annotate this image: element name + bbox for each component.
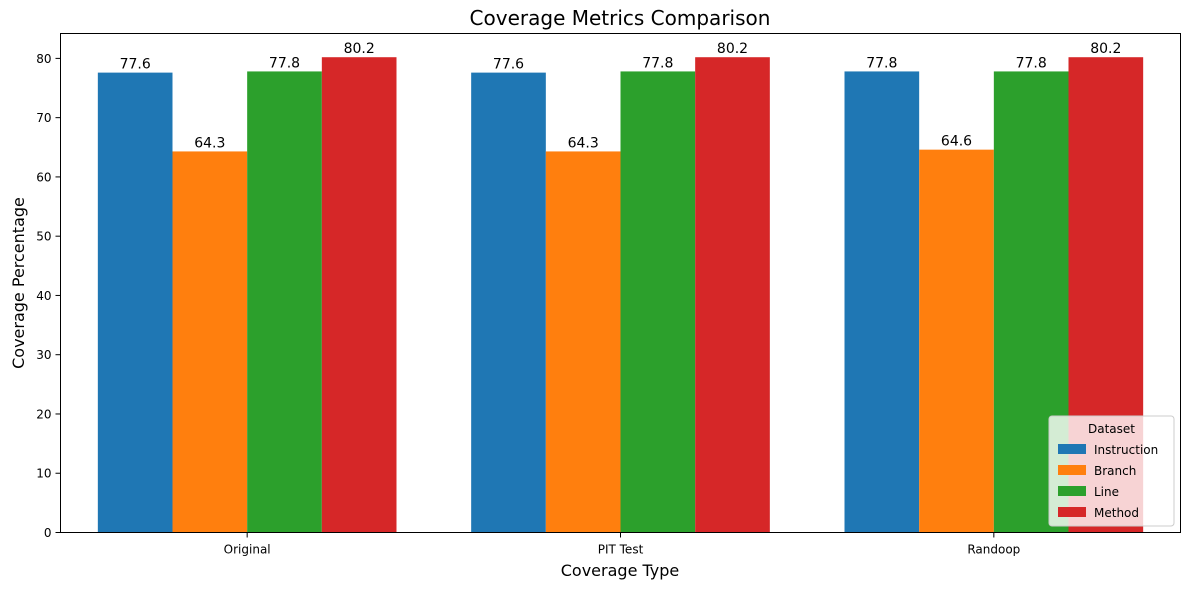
bar-value-label-instruction-original: 77.6	[120, 57, 151, 73]
y-tick-label: 0	[44, 526, 52, 540]
x-tick-label: Original	[224, 543, 271, 557]
y-tick-label: 30	[36, 348, 51, 362]
legend-swatch-branch	[1058, 465, 1086, 475]
bar-value-label-branch-pit-test: 64.3	[568, 135, 599, 151]
bar-value-label-line-randoop: 77.8	[1016, 55, 1047, 71]
bar-instruction-pit-test	[471, 72, 546, 533]
bar-branch-randoop	[919, 149, 994, 533]
legend-title: Dataset	[1088, 422, 1135, 436]
bar-value-label-branch-randoop: 64.6	[941, 134, 972, 150]
y-axis: 0 10 20 30 40 50 60 70 80	[36, 52, 61, 540]
x-axis: Original PIT Test Randoop	[224, 532, 1020, 557]
y-tick-label: 70	[36, 111, 51, 125]
legend-swatch-method	[1058, 507, 1086, 517]
legend: Dataset Instruction Branch Line Method	[1048, 415, 1175, 527]
y-tick-label: 20	[36, 407, 51, 421]
bar-method-pit-test	[695, 57, 770, 533]
y-tick-label: 40	[36, 289, 51, 303]
bar-line-pit-test	[620, 71, 696, 533]
legend-box	[1048, 415, 1175, 527]
bar-line-original	[247, 71, 322, 533]
legend-label-line: Line	[1094, 485, 1119, 499]
x-axis-label: Coverage Type	[561, 561, 680, 580]
legend-swatch-line	[1058, 486, 1086, 496]
y-axis-label: Coverage Percentage	[9, 197, 28, 369]
bar-instruction-original	[97, 72, 173, 533]
bar-value-label-line-pit-test: 77.8	[642, 55, 673, 71]
legend-label-method: Method	[1094, 506, 1139, 520]
x-tick-label: Randoop	[967, 543, 1020, 557]
y-tick-label: 80	[36, 52, 51, 66]
bar-branch-pit-test	[545, 151, 621, 533]
legend-label-instruction: Instruction	[1094, 443, 1158, 457]
bar-value-label-method-original: 80.2	[344, 41, 375, 57]
x-tick-label: PIT Test	[598, 543, 644, 557]
bar-value-label-instruction-randoop: 77.8	[866, 55, 897, 71]
y-tick-label: 60	[36, 170, 51, 184]
y-tick-label: 50	[36, 230, 51, 244]
bar-value-label-line-original: 77.8	[269, 55, 300, 71]
bar-branch-original	[172, 151, 248, 533]
bar-value-label-branch-original: 64.3	[194, 135, 225, 151]
bar-value-label-method-randoop: 80.2	[1090, 41, 1121, 57]
y-tick-label: 10	[36, 467, 51, 481]
bar-value-label-instruction-pit-test: 77.6	[493, 57, 524, 73]
chart-title: Coverage Metrics Comparison	[470, 6, 771, 30]
bar-method-original	[321, 57, 397, 533]
bar-labels-layer: 77.6 77.6 77.8 64.3 64.3 64.6 77.8 77.8 77.8 80.2…	[120, 41, 1122, 151]
bar-value-label-method-pit-test: 80.2	[717, 41, 748, 57]
legend-swatch-instruction	[1058, 444, 1086, 454]
bars-layer	[97, 57, 1144, 533]
legend-label-branch: Branch	[1094, 464, 1136, 478]
bar-instruction-randoop	[844, 71, 920, 533]
